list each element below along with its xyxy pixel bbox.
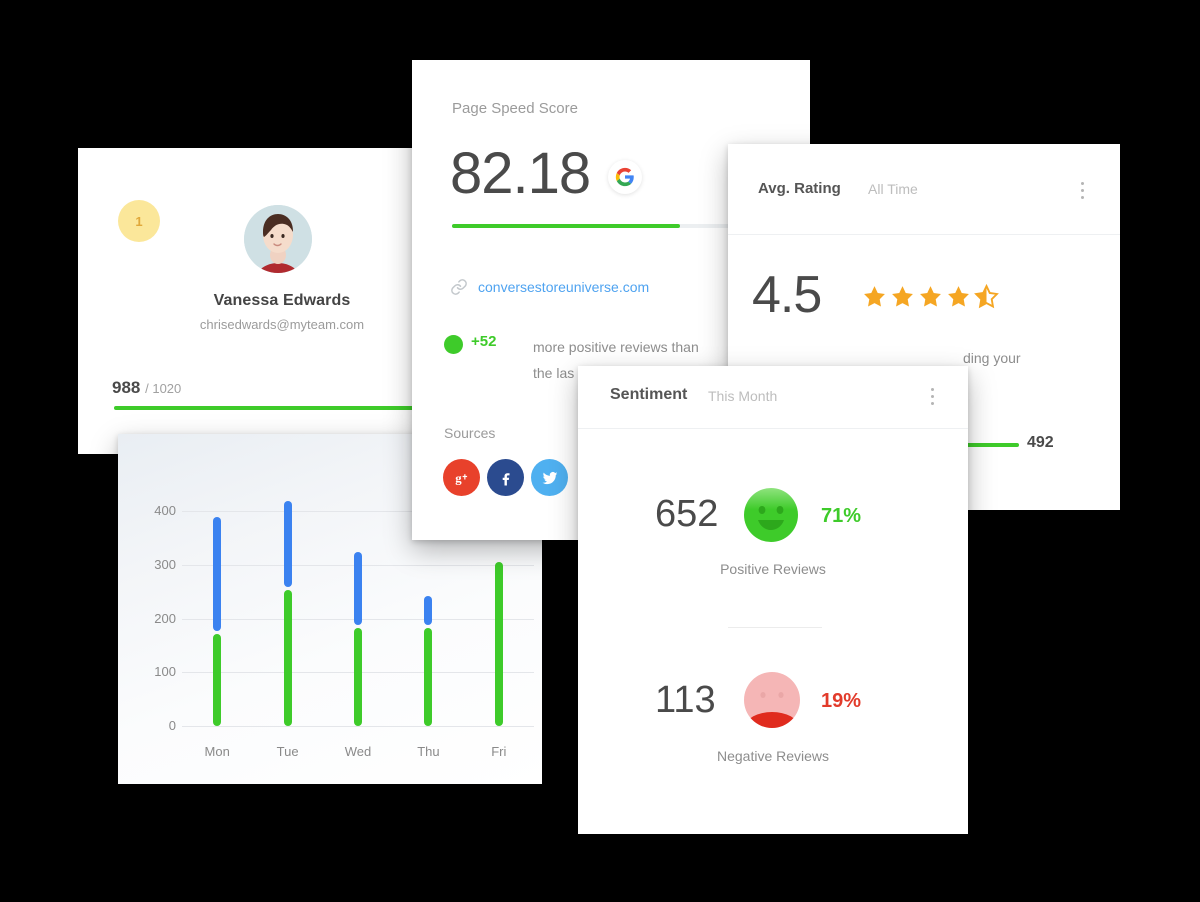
negative-label: Negative Reviews xyxy=(716,748,830,764)
star-full xyxy=(946,284,971,309)
rank-badge: 1 xyxy=(118,200,160,242)
y-axis-tick: 400 xyxy=(154,503,176,519)
kebab-dot xyxy=(1081,189,1084,192)
star-full xyxy=(862,284,887,309)
x-axis-label: Tue xyxy=(276,744,299,759)
user-score-total: / 1020 xyxy=(145,381,182,396)
google-plus-icon[interactable]: g xyxy=(443,459,480,496)
bar-segment-green xyxy=(424,627,433,726)
bar-column: Wed xyxy=(338,434,378,784)
avg-rating-value: 4.5 xyxy=(752,266,822,324)
avatar-image xyxy=(244,205,312,273)
star-full xyxy=(890,284,915,309)
negative-percent: 19% xyxy=(821,690,862,712)
smiley-icon xyxy=(444,335,463,354)
y-axis-tick: 200 xyxy=(154,610,176,626)
bar-segment-blue xyxy=(213,516,222,631)
bar-segment-green xyxy=(494,562,503,726)
google-g-icon xyxy=(608,160,642,194)
kebab-menu-icon[interactable] xyxy=(931,388,935,405)
sentiment-header xyxy=(578,366,968,429)
y-axis-tick: 300 xyxy=(154,557,176,573)
avg-rating-title: Avg. Rating xyxy=(758,180,841,197)
user-progress-bar xyxy=(114,406,454,410)
kebab-dot xyxy=(1081,182,1084,185)
grid-line xyxy=(182,511,534,513)
kebab-dot xyxy=(931,395,934,398)
avg-rating-metric-bar xyxy=(965,443,1019,447)
page-speed-progress-fill xyxy=(452,224,680,228)
user-email: chrisedwards@myteam.com xyxy=(199,317,365,332)
x-axis-label: Mon xyxy=(204,744,230,759)
positive-percent: 71% xyxy=(821,505,862,527)
negative-count: 113 xyxy=(655,679,716,721)
avg-rating-tail-text: ding your xyxy=(963,350,1021,366)
bar-column: Mon xyxy=(197,434,237,784)
twitter-icon[interactable] xyxy=(531,459,568,496)
page-speed-title: Page Speed Score xyxy=(452,100,578,117)
positive-delta-row: +52 xyxy=(444,333,496,354)
facebook-icon[interactable] xyxy=(487,459,524,496)
bar-column: Fri xyxy=(479,434,519,784)
positive-delta-text: more positive reviews than the las xyxy=(533,334,733,386)
kebab-dot xyxy=(931,388,934,391)
bar-column: Thu xyxy=(408,434,448,784)
page-speed-progress-track xyxy=(452,224,730,228)
site-link-row[interactable]: conversestoreuniverse.com xyxy=(450,278,649,296)
sentiment-title: Sentiment xyxy=(610,386,688,403)
star-rating xyxy=(862,283,999,309)
user-score: 988 / 1020 xyxy=(112,378,181,398)
avg-rating-period: All Time xyxy=(868,181,918,197)
bar-segment-blue xyxy=(283,500,292,588)
grid-line xyxy=(182,726,534,727)
kebab-menu-icon[interactable] xyxy=(1081,182,1085,199)
bar-chart: 400 300 200 100 0 Mon Tue Wed Thu Fri xyxy=(118,434,542,784)
positive-delta-line2: the las xyxy=(533,365,575,381)
y-axis-tick: 100 xyxy=(154,664,176,680)
bar-segment-blue xyxy=(354,551,362,625)
user-name: Vanessa Edwards xyxy=(213,292,351,309)
star-half xyxy=(974,283,999,309)
sources-label: Sources xyxy=(444,425,496,441)
kebab-dot xyxy=(1081,196,1084,199)
bar-segment-green xyxy=(354,627,362,726)
bar-segment-blue xyxy=(424,596,433,625)
avg-rating-metric-value: 492 xyxy=(1027,434,1054,451)
site-link-text[interactable]: conversestoreuniverse.com xyxy=(478,279,650,295)
smiley-sad-icon xyxy=(742,670,802,735)
x-axis-label: Thu xyxy=(417,744,440,759)
positive-count: 652 xyxy=(655,493,719,535)
user-score-value: 988 xyxy=(112,378,141,397)
bar-column: Tue xyxy=(268,434,308,784)
sentiment-card xyxy=(578,366,968,834)
sentiment-period: This Month xyxy=(708,388,778,404)
link-icon xyxy=(450,278,468,296)
positive-delta-line1: more positive reviews than xyxy=(533,339,699,355)
y-axis-tick: 0 xyxy=(168,718,176,733)
x-axis-label: Fri xyxy=(491,744,507,759)
page-speed-value: 82.18 xyxy=(450,141,591,206)
positive-delta-value: +52 xyxy=(471,333,497,350)
bar-segment-green xyxy=(213,633,222,726)
bar-segment-green xyxy=(283,590,292,726)
x-axis-label: Wed xyxy=(344,744,372,759)
avatar xyxy=(244,205,312,273)
positive-label: Positive Reviews xyxy=(720,561,826,577)
sources-icons: g xyxy=(443,459,568,496)
kebab-dot xyxy=(931,402,934,405)
avg-rating-header xyxy=(728,144,1120,235)
smiley-happy-icon xyxy=(742,486,800,549)
star-full xyxy=(918,284,943,309)
svg-text:g: g xyxy=(455,471,462,485)
sentiment-divider xyxy=(728,627,822,628)
